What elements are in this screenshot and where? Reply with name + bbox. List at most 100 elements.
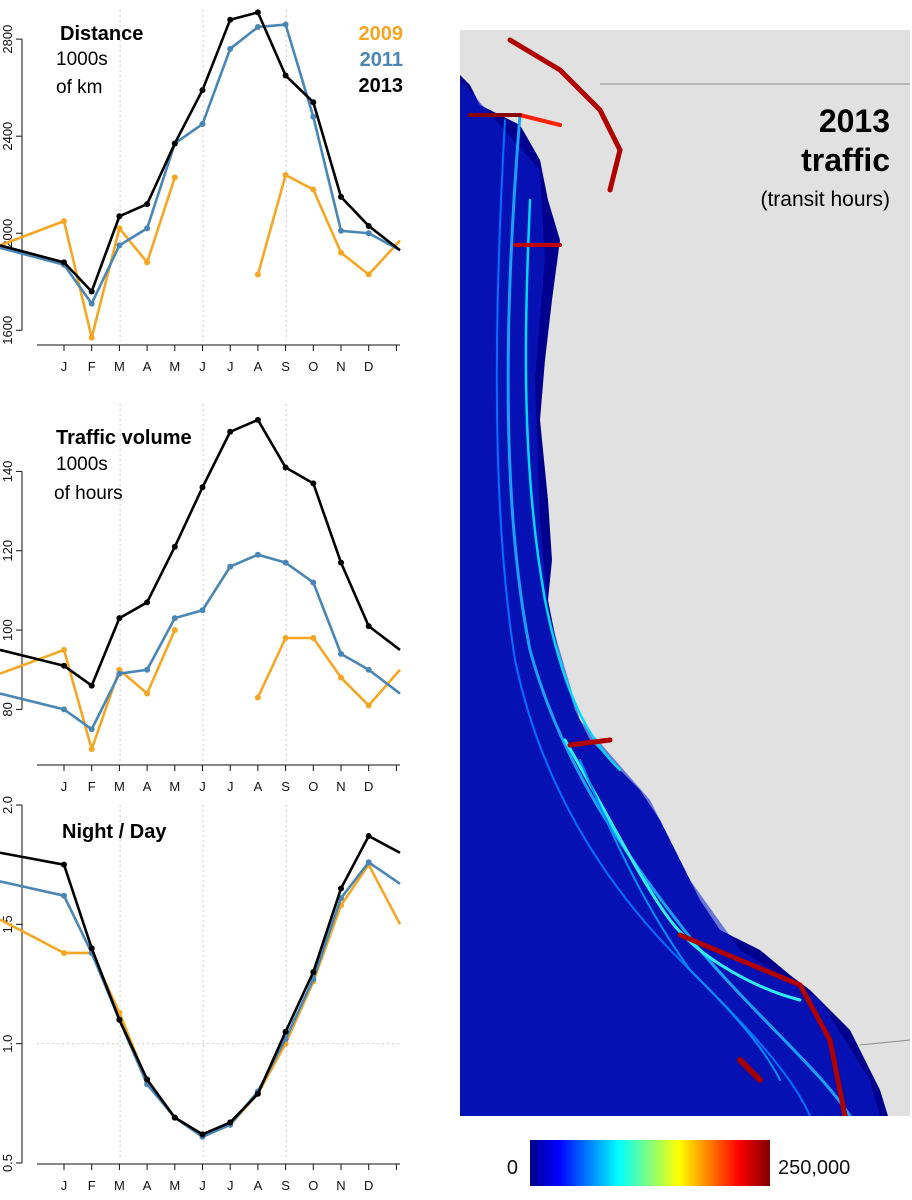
colorbar-max-label: 250,000 [778, 1157, 850, 1179]
data-point-2013 [227, 428, 234, 435]
data-point-2011 [365, 666, 372, 673]
data-point-2011 [61, 892, 67, 899]
data-point-2013 [171, 543, 178, 550]
data-point-2011 [227, 563, 234, 570]
data-point-2013 [171, 140, 178, 147]
data-point-2013 [61, 259, 67, 266]
distance-unit-line2: of km [56, 77, 102, 98]
distance-unit-line1: 1000s [56, 49, 108, 70]
data-point-2011 [171, 615, 178, 622]
x-tick-label: A [143, 779, 152, 794]
traffic-volume-unit-line1: 1000s [56, 454, 108, 475]
series-line-2013 [0, 418, 401, 687]
data-point-2013 [365, 222, 372, 229]
night-day-title: Night / Day [62, 821, 167, 843]
map-subtitle: (transit hours) [760, 188, 890, 211]
data-point-2009 [254, 694, 261, 701]
series-line-2009 [0, 629, 176, 751]
data-point-2009 [338, 249, 344, 256]
data-point-2009 [88, 746, 95, 753]
data-point-2013 [310, 99, 317, 106]
shipping-lanes [468, 37, 852, 1116]
x-tick-label: J [227, 1178, 234, 1193]
data-point-2009 [61, 218, 67, 225]
x-tick-label: J [227, 779, 234, 794]
data-point-2013 [88, 682, 95, 689]
series-line-2011 [0, 23, 401, 305]
y-tick-label: 80 [0, 702, 15, 716]
data-point-2011 [199, 121, 206, 128]
night-day-series [0, 833, 402, 1140]
data-point-2013 [61, 861, 67, 868]
traffic-map: 2013 traffic (transit hours) [460, 30, 911, 1116]
data-point-2013 [227, 1119, 234, 1126]
data-point-2009 [171, 174, 178, 181]
data-point-2009 [282, 172, 289, 178]
data-point-2013 [254, 1090, 261, 1097]
x-tick-label: J [227, 359, 234, 374]
y-tick-label: 2.0 [0, 796, 15, 814]
data-point-2013 [338, 559, 344, 566]
data-point-2013 [199, 1131, 206, 1138]
colorbar: 0 250,000 [507, 1140, 850, 1186]
data-point-2013 [310, 969, 317, 976]
x-tick-label: D [364, 1178, 373, 1193]
data-point-2009 [338, 674, 344, 681]
data-point-2013 [282, 1028, 289, 1035]
data-point-2013 [88, 945, 95, 952]
data-point-2013 [199, 87, 206, 94]
x-tick-label: M [114, 779, 125, 794]
x-tick-label: N [336, 1178, 345, 1193]
legend-2009: 2009 [359, 23, 404, 45]
x-tick-label: A [254, 1178, 263, 1193]
night-day-grid [37, 805, 400, 1160]
distance-series [0, 9, 401, 341]
x-tick-label: M [114, 1178, 125, 1193]
x-tick-label: J [199, 1178, 206, 1193]
data-point-2013 [365, 623, 372, 630]
data-point-2013 [88, 288, 95, 295]
data-point-2013 [144, 201, 151, 208]
data-point-2011 [254, 551, 261, 558]
x-tick-label: S [281, 359, 290, 374]
data-point-2011 [116, 242, 123, 249]
data-point-2009 [61, 949, 67, 956]
series-line-2009 [256, 636, 401, 707]
data-point-2009 [365, 702, 372, 709]
data-point-2011 [144, 225, 151, 232]
y-tick-label: 120 [0, 540, 15, 562]
x-tick-label: J [199, 779, 206, 794]
data-point-2011 [227, 45, 234, 52]
traffic-volume-series [0, 416, 401, 753]
series-line-2009 [0, 177, 177, 339]
data-point-2013 [338, 885, 344, 892]
data-point-2013 [254, 416, 261, 423]
data-point-2013 [227, 16, 234, 23]
x-tick-label: J [61, 779, 68, 794]
data-point-2013 [282, 72, 289, 79]
data-point-2009 [310, 186, 317, 193]
data-point-2011 [310, 579, 317, 586]
data-point-2009 [144, 690, 151, 697]
map-border-line-south [859, 1039, 911, 1046]
legend-2013: 2013 [359, 75, 404, 97]
data-point-2011 [116, 670, 123, 677]
traffic-volume-grid [119, 404, 287, 761]
x-tick-label: O [308, 1178, 318, 1193]
y-tick-label: 2400 [0, 122, 15, 151]
map-title-year: 2013 [819, 103, 890, 139]
series-line-2013 [0, 11, 401, 293]
x-tick-label: M [169, 779, 180, 794]
data-point-2013 [116, 213, 123, 220]
traffic-volume-title: Traffic volume [56, 427, 192, 449]
data-point-2011 [88, 726, 95, 733]
data-point-2011 [338, 650, 344, 657]
data-point-2011 [61, 706, 67, 713]
data-point-2013 [116, 1016, 123, 1023]
x-tick-label: J [61, 1178, 68, 1193]
legend-2011: 2011 [360, 49, 403, 71]
y-tick-label: 2800 [0, 25, 15, 54]
